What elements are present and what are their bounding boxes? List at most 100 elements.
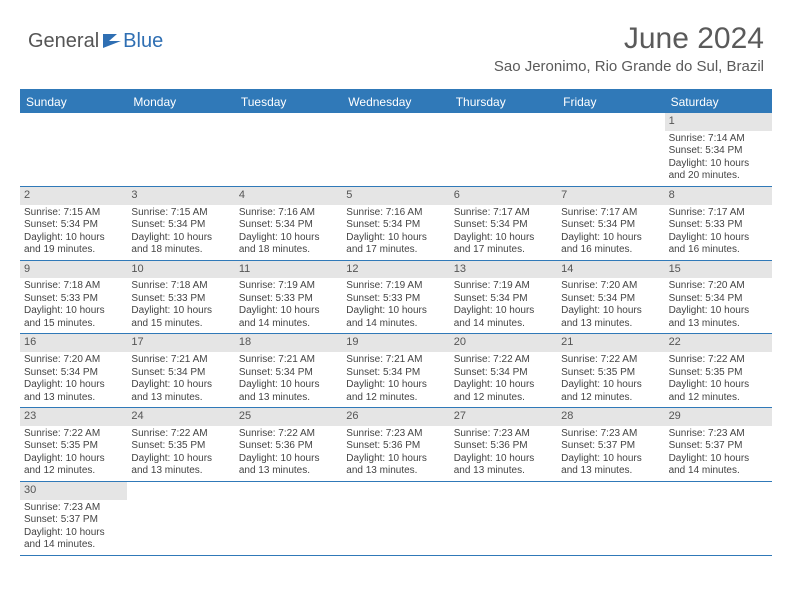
sunrise-text: Sunrise: 7:23 AM bbox=[454, 428, 553, 441]
day-number: 18 bbox=[235, 334, 342, 352]
day-details: Sunrise: 7:22 AMSunset: 5:35 PMDaylight:… bbox=[127, 426, 234, 481]
sunrise-text: Sunrise: 7:23 AM bbox=[24, 502, 123, 515]
day-cell: 10Sunrise: 7:18 AMSunset: 5:33 PMDayligh… bbox=[127, 261, 234, 334]
daylight-text: Daylight: 10 hours bbox=[454, 305, 553, 318]
sunrise-text: Sunrise: 7:22 AM bbox=[239, 428, 338, 441]
sunset-text: Sunset: 5:36 PM bbox=[346, 440, 445, 453]
sunrise-text: Sunrise: 7:16 AM bbox=[346, 207, 445, 220]
daylight-text: Daylight: 10 hours bbox=[24, 305, 123, 318]
sunset-text: Sunset: 5:35 PM bbox=[669, 367, 768, 380]
daylight-text: and 17 minutes. bbox=[454, 244, 553, 257]
daylight-text: and 13 minutes. bbox=[24, 392, 123, 405]
daylight-text: and 15 minutes. bbox=[24, 318, 123, 331]
day-number: 12 bbox=[342, 261, 449, 279]
day-cell: 30Sunrise: 7:23 AMSunset: 5:37 PMDayligh… bbox=[20, 482, 127, 555]
day-number: 15 bbox=[665, 261, 772, 279]
daylight-text: and 13 minutes. bbox=[131, 465, 230, 478]
day-cell: 5Sunrise: 7:16 AMSunset: 5:34 PMDaylight… bbox=[342, 187, 449, 260]
header: General Blue June 2024 Sao Jeronimo, Rio… bbox=[0, 0, 792, 83]
day-cell: 26Sunrise: 7:23 AMSunset: 5:36 PMDayligh… bbox=[342, 408, 449, 481]
sunrise-text: Sunrise: 7:15 AM bbox=[24, 207, 123, 220]
daylight-text: Daylight: 10 hours bbox=[131, 453, 230, 466]
day-details: Sunrise: 7:18 AMSunset: 5:33 PMDaylight:… bbox=[20, 278, 127, 333]
day-number: 19 bbox=[342, 334, 449, 352]
day-cell: 22Sunrise: 7:22 AMSunset: 5:35 PMDayligh… bbox=[665, 334, 772, 407]
daylight-text: Daylight: 10 hours bbox=[24, 453, 123, 466]
sunrise-text: Sunrise: 7:23 AM bbox=[561, 428, 660, 441]
daylight-text: and 14 minutes. bbox=[239, 318, 338, 331]
sunrise-text: Sunrise: 7:16 AM bbox=[239, 207, 338, 220]
day-details: Sunrise: 7:20 AMSunset: 5:34 PMDaylight:… bbox=[665, 278, 772, 333]
day-details: Sunrise: 7:20 AMSunset: 5:34 PMDaylight:… bbox=[20, 352, 127, 407]
day-header-cell: Tuesday bbox=[235, 91, 342, 113]
day-cell: 7Sunrise: 7:17 AMSunset: 5:34 PMDaylight… bbox=[557, 187, 664, 260]
day-cell: 2Sunrise: 7:15 AMSunset: 5:34 PMDaylight… bbox=[20, 187, 127, 260]
daylight-text: and 20 minutes. bbox=[669, 170, 768, 183]
daylight-text: Daylight: 10 hours bbox=[346, 305, 445, 318]
sunrise-text: Sunrise: 7:14 AM bbox=[669, 133, 768, 146]
sunrise-text: Sunrise: 7:20 AM bbox=[561, 280, 660, 293]
daylight-text: Daylight: 10 hours bbox=[561, 305, 660, 318]
day-cell: 14Sunrise: 7:20 AMSunset: 5:34 PMDayligh… bbox=[557, 261, 664, 334]
sunrise-text: Sunrise: 7:22 AM bbox=[131, 428, 230, 441]
day-number: 28 bbox=[557, 408, 664, 426]
day-details: Sunrise: 7:23 AMSunset: 5:37 PMDaylight:… bbox=[20, 500, 127, 555]
daylight-text: Daylight: 10 hours bbox=[239, 232, 338, 245]
sunrise-text: Sunrise: 7:17 AM bbox=[561, 207, 660, 220]
daylight-text: and 13 minutes. bbox=[131, 392, 230, 405]
day-cell: 13Sunrise: 7:19 AMSunset: 5:34 PMDayligh… bbox=[450, 261, 557, 334]
sunrise-text: Sunrise: 7:19 AM bbox=[239, 280, 338, 293]
day-number: 22 bbox=[665, 334, 772, 352]
sunrise-text: Sunrise: 7:23 AM bbox=[346, 428, 445, 441]
day-cell: 21Sunrise: 7:22 AMSunset: 5:35 PMDayligh… bbox=[557, 334, 664, 407]
daylight-text: Daylight: 10 hours bbox=[454, 453, 553, 466]
daylight-text: and 14 minutes. bbox=[669, 465, 768, 478]
sunrise-text: Sunrise: 7:20 AM bbox=[24, 354, 123, 367]
month-title: June 2024 bbox=[494, 22, 764, 56]
day-details: Sunrise: 7:22 AMSunset: 5:35 PMDaylight:… bbox=[557, 352, 664, 407]
calendar: SundayMondayTuesdayWednesdayThursdayFrid… bbox=[20, 89, 772, 556]
day-details: Sunrise: 7:16 AMSunset: 5:34 PMDaylight:… bbox=[235, 205, 342, 260]
sunset-text: Sunset: 5:37 PM bbox=[24, 514, 123, 527]
day-number: 1 bbox=[665, 113, 772, 131]
daylight-text: Daylight: 10 hours bbox=[131, 232, 230, 245]
daylight-text: Daylight: 10 hours bbox=[346, 232, 445, 245]
daylight-text: and 13 minutes. bbox=[561, 465, 660, 478]
week-row: 2Sunrise: 7:15 AMSunset: 5:34 PMDaylight… bbox=[20, 187, 772, 261]
sunrise-text: Sunrise: 7:18 AM bbox=[24, 280, 123, 293]
daylight-text: and 18 minutes. bbox=[131, 244, 230, 257]
day-number: 3 bbox=[127, 187, 234, 205]
day-cell: 3Sunrise: 7:15 AMSunset: 5:34 PMDaylight… bbox=[127, 187, 234, 260]
daylight-text: Daylight: 10 hours bbox=[24, 527, 123, 540]
daylight-text: Daylight: 10 hours bbox=[131, 379, 230, 392]
daylight-text: and 12 minutes. bbox=[561, 392, 660, 405]
sunrise-text: Sunrise: 7:17 AM bbox=[669, 207, 768, 220]
day-details: Sunrise: 7:22 AMSunset: 5:35 PMDaylight:… bbox=[665, 352, 772, 407]
daylight-text: Daylight: 10 hours bbox=[561, 379, 660, 392]
day-header-cell: Sunday bbox=[20, 91, 127, 113]
sunset-text: Sunset: 5:34 PM bbox=[669, 145, 768, 158]
sunset-text: Sunset: 5:36 PM bbox=[239, 440, 338, 453]
logo-text-general: General bbox=[28, 30, 99, 53]
day-number: 16 bbox=[20, 334, 127, 352]
empty-cell bbox=[665, 482, 772, 555]
daylight-text: Daylight: 10 hours bbox=[454, 379, 553, 392]
daylight-text: and 16 minutes. bbox=[669, 244, 768, 257]
sunrise-text: Sunrise: 7:22 AM bbox=[454, 354, 553, 367]
daylight-text: Daylight: 10 hours bbox=[131, 305, 230, 318]
daylight-text: and 14 minutes. bbox=[24, 539, 123, 552]
sunset-text: Sunset: 5:34 PM bbox=[346, 367, 445, 380]
sunset-text: Sunset: 5:35 PM bbox=[24, 440, 123, 453]
daylight-text: Daylight: 10 hours bbox=[239, 453, 338, 466]
sunset-text: Sunset: 5:36 PM bbox=[454, 440, 553, 453]
sunset-text: Sunset: 5:37 PM bbox=[669, 440, 768, 453]
day-details: Sunrise: 7:23 AMSunset: 5:36 PMDaylight:… bbox=[342, 426, 449, 481]
sunset-text: Sunset: 5:35 PM bbox=[561, 367, 660, 380]
sunset-text: Sunset: 5:34 PM bbox=[454, 367, 553, 380]
day-details: Sunrise: 7:21 AMSunset: 5:34 PMDaylight:… bbox=[127, 352, 234, 407]
sunset-text: Sunset: 5:34 PM bbox=[561, 293, 660, 306]
sunrise-text: Sunrise: 7:19 AM bbox=[346, 280, 445, 293]
daylight-text: and 12 minutes. bbox=[669, 392, 768, 405]
day-details: Sunrise: 7:23 AMSunset: 5:37 PMDaylight:… bbox=[665, 426, 772, 481]
empty-cell bbox=[450, 482, 557, 555]
